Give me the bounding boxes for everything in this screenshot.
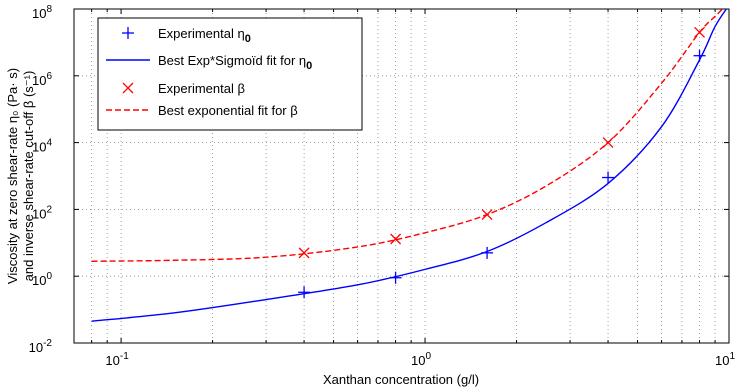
plot-frame xyxy=(73,8,730,344)
series-layer xyxy=(91,9,728,322)
eta0-point xyxy=(602,171,615,184)
beta-point xyxy=(390,233,402,245)
eta0-point xyxy=(389,271,402,284)
legend: Experimental η0 Best Exp*Sigmoïd fit for … xyxy=(97,17,363,131)
eta0-point xyxy=(481,246,494,259)
x-tick-label: 10-1 xyxy=(105,351,129,368)
x-tick-label: 101 xyxy=(715,351,735,368)
marker-stroke xyxy=(298,247,310,259)
marker-stroke xyxy=(602,137,614,149)
y-tick-exponent: -2 xyxy=(43,338,52,349)
x-tick-exponent: 1 xyxy=(729,351,735,362)
eta0-point xyxy=(298,286,311,299)
legend-label: Experimental η0 xyxy=(158,26,251,45)
legend-box xyxy=(97,17,363,131)
legend-entry: Best Exp*Sigmoïd fit for η0 xyxy=(106,53,312,72)
tick-marks xyxy=(73,8,730,344)
y-tick-exponent: 8 xyxy=(46,4,52,15)
legend-label: Best exponential fit for β xyxy=(158,103,298,118)
y-tick-label: 108 xyxy=(32,4,52,21)
beta-point xyxy=(481,209,493,221)
marker-stroke xyxy=(481,209,493,221)
y-tick-exponent: 2 xyxy=(46,204,52,215)
x-axis-label: Xanthan concentration (g/l) xyxy=(323,372,479,387)
x-tick-exponent: -1 xyxy=(120,351,129,362)
x-tick-labels: 10-1 100 101 xyxy=(105,351,735,368)
marker-stroke xyxy=(390,233,402,245)
legend-label: Experimental β xyxy=(158,81,245,96)
legend-entry: Experimental β xyxy=(122,81,245,96)
legend-entry: Best exponential fit for β xyxy=(106,103,298,118)
legend-entry: Experimental η0 xyxy=(122,26,251,45)
y-tick-exponent: 0 xyxy=(46,271,52,282)
y-axis-label-line1: Viscosity at zero shear-rate η₀ (Pa· s) xyxy=(5,68,20,284)
legend-subscript: 0 xyxy=(245,33,251,45)
marker-stroke xyxy=(694,26,706,38)
x-tick-exponent: 0 xyxy=(425,351,431,362)
marker-stroke xyxy=(122,82,134,94)
beta-point xyxy=(298,247,310,259)
y-tick-exponent: 4 xyxy=(46,138,52,149)
legend-subscript: 0 xyxy=(306,60,312,72)
beta-point xyxy=(694,26,706,38)
y-tick-exponent: 6 xyxy=(46,71,52,82)
y-tick-label: 10-2 xyxy=(29,338,53,355)
legend-label: Best Exp*Sigmoïd fit for η0 xyxy=(158,53,312,72)
beta-point xyxy=(602,137,614,149)
y-axis-label-line2: and inverse shear-rate cut-off β (s⁻¹) xyxy=(21,71,36,282)
legend-symbol xyxy=(122,27,134,39)
eta0-point xyxy=(693,49,706,62)
x-tick-label: 100 xyxy=(411,351,431,368)
legend-symbol xyxy=(122,82,134,94)
